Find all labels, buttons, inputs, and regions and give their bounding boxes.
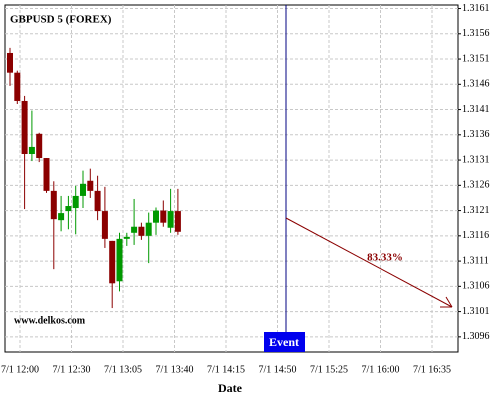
y-tick-label: 1.3096 [462, 331, 490, 342]
x-axis-label: Date [218, 381, 243, 395]
candle-body [153, 210, 159, 223]
arrow-head [440, 296, 453, 308]
y-tick-label: 1.3126 [462, 180, 490, 191]
y-tick-label: 1.3151 [462, 53, 490, 64]
x-tick-label: 7/1 16:00 [361, 364, 399, 375]
x-tick-label: 7/1 16:35 [413, 364, 451, 375]
y-tick-label: 1.3141 [462, 104, 490, 115]
y-tick-label: 1.3131 [462, 154, 490, 165]
candle-body [116, 238, 123, 282]
x-tick-label: 7/1 12:30 [52, 364, 90, 375]
candle-body [174, 211, 181, 232]
forecast-label: 83.33% [367, 252, 403, 264]
source: www.delkos.com [14, 315, 86, 326]
candle-body [7, 52, 13, 73]
candle-body [50, 190, 57, 220]
candle-body [72, 195, 79, 209]
candle-body [123, 236, 130, 239]
y-tick-label: 1.3161 [462, 3, 490, 14]
candle-body [160, 210, 167, 223]
candle-body [43, 158, 50, 191]
y-tick-label: 1.3136 [462, 129, 490, 140]
x-tick-label: 7/1 14:15 [207, 364, 245, 375]
candle-body [167, 211, 174, 228]
x-tick-label: 7/1 12:00 [1, 364, 39, 375]
candle-body [58, 213, 65, 221]
x-tick-label: 7/1 15:25 [310, 364, 348, 375]
y-tick-label: 1.3146 [462, 79, 490, 90]
y-tick-label: 1.3116 [462, 230, 489, 241]
x-tick-label: 7/1 13:40 [155, 364, 193, 375]
event-box [264, 332, 305, 352]
y-tick-label: 1.3121 [462, 205, 490, 216]
y-tick-label: 1.3101 [462, 306, 490, 317]
candle-body [131, 226, 138, 233]
candle-body [87, 180, 94, 191]
chart-title: GBPUSD 5 (FOREX) [10, 14, 112, 26]
candle-body [21, 100, 28, 155]
x-tick-label: 7/1 14:50 [258, 364, 296, 375]
x-tick-label: 7/1 13:05 [104, 364, 142, 375]
candle-body [65, 206, 72, 212]
candle-body [36, 133, 43, 159]
candle-body [94, 190, 101, 212]
candle-body [101, 211, 108, 239]
forecast-arrow [285, 217, 453, 308]
event-label: Event [269, 335, 299, 349]
y-tick-label: 1.3106 [462, 281, 490, 292]
candle-body [28, 146, 35, 155]
candle-body [138, 226, 145, 236]
candle-body [109, 240, 116, 284]
candle-body [145, 222, 152, 236]
candle-body [80, 183, 86, 196]
y-tick-label: 1.3111 [462, 255, 489, 266]
plot-frame [4, 4, 459, 353]
y-tick-label: 1.3156 [462, 28, 490, 39]
candle-body [14, 72, 21, 101]
